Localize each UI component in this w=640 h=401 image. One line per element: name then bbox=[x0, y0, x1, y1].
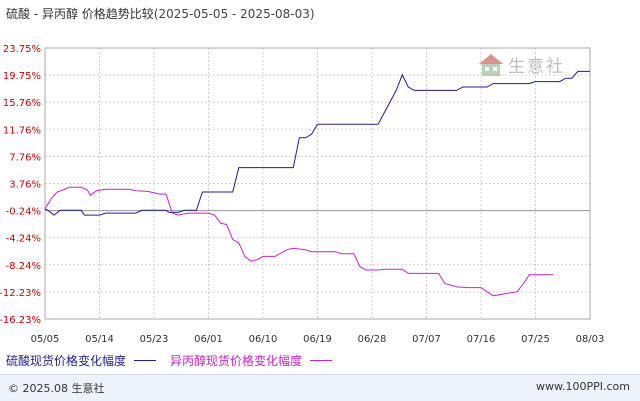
y-tick-label: 7.76% bbox=[9, 152, 41, 163]
series-lines bbox=[44, 70, 590, 297]
legend-label-series2: 异丙醇现货价格变化幅度 bbox=[170, 354, 303, 368]
y-axis-ticks: 23.75% 19.75% 15.76% 11.76% 7.76% 3.76% -0.24%… bbox=[0, 44, 41, 326]
y-tick-label: -12.23% bbox=[0, 288, 41, 299]
legend-label-series1: 硫酸现货价格变化幅度 bbox=[6, 354, 127, 368]
y-tick-label: -0.24% bbox=[6, 207, 41, 218]
footer-copyright: © 2025.08 生意社 bbox=[8, 382, 105, 395]
x-tick-label: 07/25 bbox=[521, 334, 550, 345]
x-tick-label: 06/01 bbox=[194, 334, 223, 345]
y-tick-label: 19.75% bbox=[3, 71, 41, 82]
y-tick-label: -8.24% bbox=[6, 261, 41, 272]
legend: 硫酸现货价格变化幅度 异丙醇现货价格变化幅度 bbox=[6, 352, 346, 369]
legend-item-series2: 异丙醇现货价格变化幅度 bbox=[170, 352, 333, 369]
watermark-text: 生意社 bbox=[508, 57, 565, 77]
plot-frame bbox=[44, 47, 591, 320]
legend-swatch-series2 bbox=[310, 360, 333, 361]
footer-site-link[interactable]: www.100PPI.com bbox=[536, 380, 630, 393]
legend-item-series1: 硫酸现货价格变化幅度 bbox=[6, 352, 157, 369]
x-axis-ticks: 05/05 05/14 05/23 06/01 06/10 06/19 06/28 07/07… bbox=[31, 334, 605, 345]
x-tick-label: 05/14 bbox=[85, 334, 114, 345]
y-tick-label: 3.76% bbox=[9, 180, 41, 191]
legend-swatch-series1 bbox=[134, 360, 157, 361]
watermark: 生意社 bbox=[478, 52, 565, 77]
chart-title-main: 硫酸 - 异丙醇 价格趋势比较 bbox=[6, 7, 154, 21]
chart-title: 硫酸 - 异丙醇 价格趋势比较(2025-05-05 - 2025-08-03) bbox=[6, 5, 315, 22]
y-tick-label: -4.24% bbox=[6, 234, 41, 245]
grid-lines bbox=[45, 48, 590, 319]
x-tick-label: 05/23 bbox=[140, 334, 169, 345]
house-logo-icon bbox=[479, 53, 503, 76]
chart-title-range: (2025-05-05 - 2025-08-03) bbox=[153, 7, 315, 21]
x-tick-label: 07/16 bbox=[467, 334, 496, 345]
x-tick-label: 06/10 bbox=[249, 334, 278, 345]
x-tick-label: 05/05 bbox=[31, 334, 60, 345]
series-line-2 bbox=[44, 186, 554, 297]
x-tick-label: 06/19 bbox=[303, 334, 332, 345]
x-tick-label: 07/07 bbox=[412, 334, 441, 345]
series-line-1 bbox=[44, 70, 590, 216]
y-tick-label: 23.75% bbox=[3, 44, 41, 55]
x-tick-label: 08/03 bbox=[576, 334, 605, 345]
y-tick-label: -16.23% bbox=[0, 315, 41, 326]
footer-bar: © 2025.08 生意社 www.100PPI.com bbox=[0, 374, 640, 401]
chart-axes bbox=[44, 47, 591, 320]
x-tick-label: 06/28 bbox=[358, 334, 387, 345]
y-tick-label: 15.76% bbox=[3, 98, 41, 109]
y-tick-label: 11.76% bbox=[3, 125, 41, 136]
